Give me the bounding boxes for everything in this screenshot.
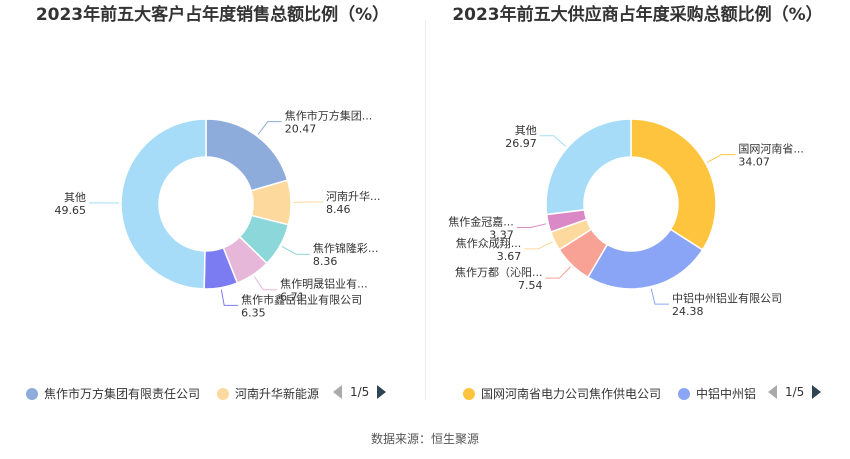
label-leader-line (545, 266, 571, 279)
customer-donut-chart: 焦作市万方集团...20.47 河南升华...8.46 焦作锦隆彩...8.36 焦作… (55, 109, 381, 320)
slice-name-label: 焦作金冠嘉... (448, 214, 514, 228)
prev-page-arrow-icon[interactable] (333, 385, 342, 399)
slice-name-label: 焦作锦隆彩... (313, 241, 379, 255)
legend-label: 焦作市万方集团有限责任公司 (44, 387, 201, 401)
legend-label: 国网河南省电力公司焦作供电公司 (481, 387, 662, 401)
slice-name-label: 焦作市鑫岳铝业有限公司 (241, 292, 362, 306)
label-leader-line (257, 121, 282, 135)
slice-name-label: 河南升华... (326, 189, 381, 203)
label-leader-line (650, 288, 669, 305)
label-leader-line (253, 276, 278, 291)
supplier-legend: 国网河南省电力公司焦作供电公司 中铝中州铝 1/5 (425, 383, 850, 403)
slice-value-label: 26.97 (505, 137, 537, 150)
customer-legend-pager: 1/5 (333, 385, 387, 399)
prev-page-arrow-icon[interactable] (768, 385, 777, 399)
legend-page-indicator: 1/5 (785, 385, 805, 399)
slice-name-label: 中铝中州铝业有限公司 (672, 291, 782, 305)
customer-chart-panel: 2023年前五大客户占年度销售总额比例（%） 焦作市万方集团... 20.47 河南… (0, 0, 425, 420)
customer-legend: 焦作市万方集团有限责任公司 河南升华新能源 1/5 (0, 383, 425, 403)
pie-slice[interactable] (586, 228, 704, 290)
slice-value-label: 20.47 (285, 123, 317, 136)
pie-slice[interactable] (205, 118, 289, 192)
slice-value-label: 6.35 (241, 306, 266, 319)
legend-swatch (26, 388, 38, 400)
legend-item-customer-1[interactable]: 焦作市万方集团有限责任公司 (26, 385, 200, 402)
label-leader-line (539, 135, 567, 147)
next-page-arrow-icon[interactable] (812, 385, 822, 399)
slice-value-label: 8.36 (313, 255, 338, 268)
legend-item-supplier-2[interactable]: 中铝中州铝 (678, 385, 756, 402)
label-leader-line (220, 289, 239, 306)
legend-item-supplier-1[interactable]: 国网河南省电力公司焦作供电公司 (463, 385, 661, 402)
supplier-chart-title: 2023年前五大供应商占年度采购总额比例（%） (452, 5, 823, 25)
customer-chart-title: 2023年前五大客户占年度销售总额比例（%） (35, 5, 390, 25)
label-leader-line (516, 223, 547, 228)
slice-value-label: 6.71 (280, 291, 305, 304)
slice-value-label: 3.37 (489, 228, 514, 241)
pie-slice[interactable] (120, 118, 207, 290)
slice-value-label: 3.67 (497, 250, 522, 263)
slice-name-label: 其他 (515, 124, 537, 137)
slice-value-label: 8.46 (326, 203, 351, 216)
pie-slice[interactable] (630, 118, 717, 251)
slice-name-label: 焦作万都（沁阳... (455, 266, 543, 279)
slice-value-label: 7.54 (518, 279, 543, 292)
slice-name-label: 其他 (64, 191, 86, 204)
slice-name-label: 焦作众成翔... (456, 236, 522, 250)
label-leader-line (524, 241, 553, 250)
slice-value-label: 34.07 (738, 156, 770, 169)
slice-value-label: 49.65 (55, 204, 87, 217)
slice-name-label: 国网河南省... (738, 143, 804, 156)
label-leader-line (707, 154, 736, 163)
label-leader-line (281, 246, 310, 255)
legend-label: 河南升华新能源 (235, 387, 320, 401)
legend-label: 中铝中州铝 (696, 387, 757, 401)
slice-name-label: 焦作明晟铝业有... (280, 277, 368, 291)
legend-page-indicator: 1/5 (350, 385, 370, 399)
slice-value-label: 24.38 (672, 305, 704, 318)
legend-item-customer-2[interactable]: 河南升华新能源 (217, 385, 319, 402)
legend-swatch (678, 388, 690, 400)
pie-slice[interactable] (545, 118, 632, 216)
panel-divider (425, 20, 426, 400)
supplier-chart-panel: 2023年前五大供应商占年度采购总额比例（%） 国网河南省... 34.07 中铝中… (425, 0, 850, 420)
legend-swatch (463, 388, 475, 400)
supplier-legend-pager: 1/5 (768, 385, 822, 399)
data-source-note: 数据来源：恒生聚源 (370, 432, 479, 446)
legend-swatch (217, 388, 229, 400)
slice-name-label: 焦作市万方集团... (285, 109, 373, 123)
next-page-arrow-icon[interactable] (377, 385, 387, 399)
